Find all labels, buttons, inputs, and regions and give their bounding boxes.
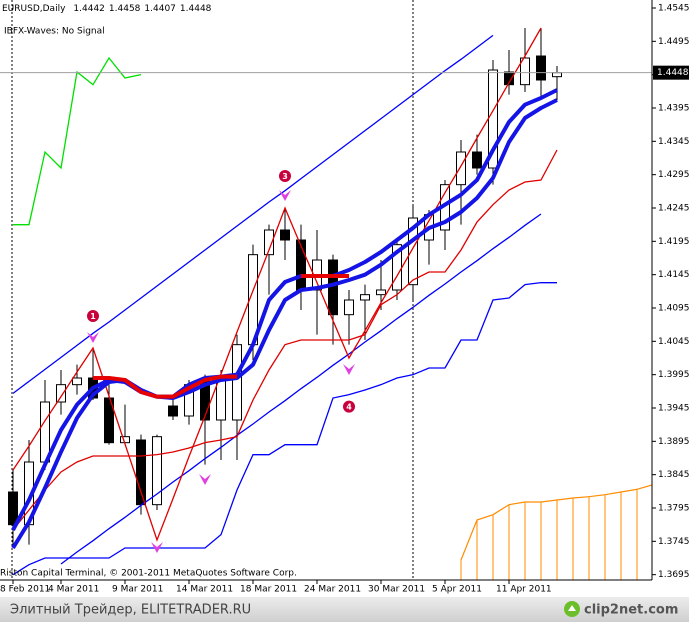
y-tick-label: 1.3745 [658, 537, 689, 547]
high-value: 1.4458 [109, 4, 141, 14]
indicator-line [12, 282, 557, 576]
wave-label: 3 [282, 172, 288, 181]
y-tick-label: 1.4245 [658, 204, 689, 214]
y-tick-label: 1.4295 [658, 170, 689, 180]
candle-body [536, 55, 546, 81]
candle-body [552, 72, 562, 78]
moving-average [93, 274, 349, 399]
candle-body [40, 401, 50, 463]
candle-body [472, 151, 482, 169]
signal-arrow [279, 190, 291, 201]
close-value: 1.4448 [180, 4, 212, 14]
signal-arrow [151, 542, 163, 553]
x-tick-label: 14 Mar 2011 [176, 585, 233, 595]
y-tick-label: 1.4145 [658, 270, 689, 280]
chart-info: EURUSD,Daily 1.4442 1.4458 1.4407 1.4448 [2, 4, 212, 14]
indicator-line [60, 213, 542, 565]
candle-body [264, 229, 274, 256]
x-tick-label: 4 Mar 2011 [48, 585, 99, 595]
candle-body [56, 384, 66, 403]
y-tick-label: 1.4545 [658, 4, 689, 14]
logo-arrow [568, 605, 576, 611]
moving-average [11, 88, 558, 531]
low-value: 1.4407 [144, 4, 176, 14]
candle-body [8, 491, 18, 526]
candle-body [376, 289, 386, 296]
x-tick-label: 24 Mar 2011 [304, 585, 361, 595]
y-tick-label: 1.4195 [658, 237, 689, 247]
candle-body [280, 229, 290, 241]
candle-body [504, 71, 514, 86]
price-label: 1.4448 [657, 68, 689, 78]
candle-body [344, 299, 354, 316]
candle-body [72, 377, 82, 386]
signal-arrow [87, 332, 99, 343]
moving-average [11, 98, 558, 550]
y-tick-label: 1.4045 [658, 337, 689, 347]
x-tick-label: 8 Feb 2011 [0, 585, 50, 595]
background [0, 0, 689, 597]
footer-site: Элитный Трейдер, ELITETRADER.RU [10, 603, 251, 618]
open-value: 1.4442 [73, 4, 105, 14]
y-tick-label: 1.3895 [658, 437, 689, 447]
candle-body [520, 57, 530, 86]
wave-marker [279, 170, 291, 182]
cloud-line [460, 484, 652, 561]
price-label-box [653, 65, 689, 80]
y-tick-label: 1.3795 [658, 504, 689, 514]
y-tick-label: 1.4495 [658, 37, 689, 47]
candle-body [168, 405, 178, 417]
indicator-status: IBFX-Waves: No Signal [4, 27, 105, 37]
candle-body [120, 436, 130, 444]
y-tick-label: 1.4345 [658, 137, 689, 147]
y-tick-label: 1.4395 [658, 104, 689, 114]
candle-body [152, 436, 162, 506]
candle-body [136, 439, 146, 506]
copyright: Riston Capital Terminal, © 2001-2011 Met… [0, 569, 297, 579]
signal-arrow [199, 474, 211, 485]
x-tick-label: 30 Mar 2011 [368, 585, 425, 595]
y-tick-label: 1.3695 [658, 570, 689, 580]
plot-area: 1 3 4 [0, 27, 652, 580]
candle-body [456, 151, 466, 186]
wave-label: 1 [90, 312, 96, 321]
wave-label: 4 [346, 403, 352, 412]
y-tick-label: 1.3845 [658, 470, 689, 480]
x-tick-label: 11 Apr 2011 [496, 585, 552, 595]
indicator-line [13, 56, 142, 226]
indicator-line [12, 27, 542, 542]
candle-body [408, 217, 418, 286]
x-tick-label: 5 Apr 2011 [432, 585, 482, 595]
symbol: EURUSD,Daily [2, 4, 66, 14]
footer-logo[interactable]: clip2net.com [584, 603, 678, 618]
indicator-line [12, 149, 558, 531]
signal-arrow [343, 364, 355, 375]
y-tick-label: 1.4095 [658, 304, 689, 314]
candle-body [216, 379, 226, 421]
indicator-line [12, 34, 494, 394]
x-tick-label: 9 Mar 2011 [112, 585, 163, 595]
candle-body [232, 344, 242, 421]
wave-marker [343, 400, 355, 413]
wave-marker [87, 310, 99, 322]
y-tick-label: 1.3945 [658, 404, 689, 414]
candle-body [360, 294, 370, 301]
x-tick-label: 18 Mar 2011 [240, 585, 297, 595]
y-tick-label: 1.3995 [658, 370, 689, 380]
